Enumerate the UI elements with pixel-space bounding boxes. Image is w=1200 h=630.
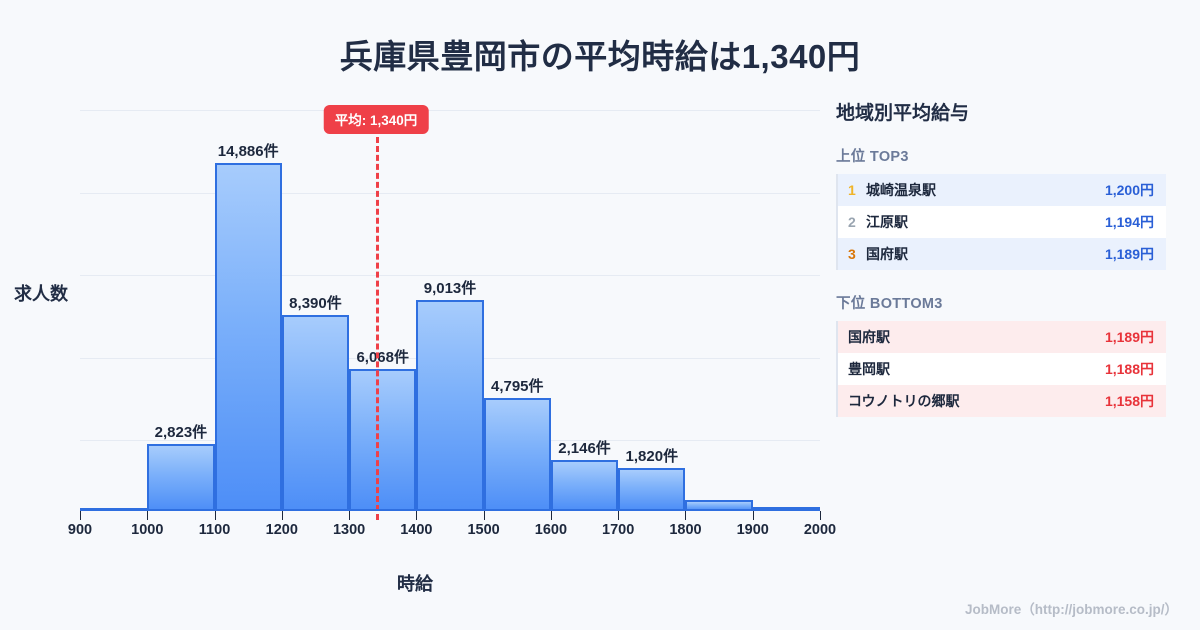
rank-row[interactable]: 1 城崎温泉駅 1,200円 bbox=[838, 174, 1166, 206]
x-tick bbox=[281, 511, 283, 520]
bar[interactable] bbox=[416, 300, 484, 510]
bar-value-label: 9,013件 bbox=[423, 280, 477, 298]
station-name: 国府駅 bbox=[848, 329, 890, 345]
footer-credit: JobMore（http://jobmore.co.jp/） bbox=[965, 602, 1178, 617]
rank-number: 1 bbox=[848, 182, 856, 198]
x-tick bbox=[80, 511, 81, 520]
rank-row[interactable]: 3 国府駅 1,189円 bbox=[838, 238, 1166, 270]
rank-number: 3 bbox=[848, 246, 856, 262]
histogram-chart: 求人数 2,823件 14,886件 8,390件 6,068件 9,013件 4,795… bbox=[0, 90, 836, 610]
station-name: 国府駅 bbox=[866, 246, 908, 262]
gridline bbox=[80, 193, 820, 194]
rank-row[interactable]: 豊岡駅 1,188円 bbox=[838, 353, 1166, 385]
x-tick bbox=[685, 511, 687, 520]
bar[interactable] bbox=[685, 499, 753, 510]
bar-value-label: 2,823件 bbox=[154, 424, 208, 442]
gridline bbox=[80, 110, 820, 111]
rank-number: 2 bbox=[848, 214, 856, 230]
bar[interactable] bbox=[752, 507, 820, 510]
rank-row[interactable]: 2 江原駅 1,194円 bbox=[838, 206, 1166, 238]
rank-row[interactable]: 国府駅 1,189円 bbox=[838, 321, 1166, 353]
average-line bbox=[376, 128, 379, 520]
bar-value-label: 2,146件 bbox=[558, 440, 611, 457]
x-tick-label: 1600 bbox=[534, 522, 568, 538]
x-tick bbox=[349, 511, 351, 520]
x-tick bbox=[416, 511, 418, 520]
x-tick-label: 1900 bbox=[736, 522, 769, 538]
rank-row[interactable]: コウノトリの郷駅 1,158円 bbox=[838, 385, 1166, 417]
bar-value-label: 4,795件 bbox=[490, 378, 544, 396]
sidebar-title: 地域別平均給与 bbox=[836, 103, 970, 124]
wage-value: 1,189円 bbox=[1104, 329, 1154, 345]
x-tick-label: 1800 bbox=[669, 522, 702, 538]
x-tick-label: 1400 bbox=[400, 522, 433, 538]
x-tick bbox=[820, 511, 821, 520]
x-tick bbox=[550, 511, 552, 520]
gridline bbox=[80, 275, 820, 276]
page-title: 兵庫県豊岡市の平均時給は1,340円 bbox=[339, 38, 861, 75]
wage-value: 1,189円 bbox=[1104, 246, 1154, 262]
bottom3-heading: 下位 BOTTOM3 bbox=[836, 296, 943, 312]
wage-value: 1,194円 bbox=[1104, 214, 1154, 230]
top3-heading: 上位 TOP3 bbox=[836, 149, 909, 165]
bar-value-label: 1,820件 bbox=[625, 447, 679, 465]
x-tick-label: 1100 bbox=[198, 522, 231, 538]
x-tick-label: 1300 bbox=[332, 522, 366, 538]
plot-area: 2,823件 14,886件 8,390件 6,068件 9,013件 4,795件 2,1… bbox=[80, 100, 820, 520]
bar[interactable] bbox=[483, 398, 551, 510]
station-name: 豊岡駅 bbox=[848, 361, 890, 377]
bar[interactable] bbox=[147, 444, 215, 510]
bar[interactable] bbox=[550, 460, 619, 510]
x-tick bbox=[147, 511, 149, 520]
wage-value: 1,200円 bbox=[1104, 182, 1154, 198]
x-axis-line bbox=[80, 509, 820, 511]
wage-value: 1,158円 bbox=[1104, 393, 1154, 409]
x-tick bbox=[214, 511, 216, 520]
x-tick-label: 900 bbox=[67, 522, 93, 538]
average-badge: 平均: 1,340円 bbox=[323, 105, 429, 134]
sidebar: 地域別平均給与 上位 TOP3 1 城崎温泉駅 1,200円 2 江原駅 1,194円 3 国… bbox=[836, 98, 1166, 439]
station-name: 城崎温泉駅 bbox=[866, 182, 936, 198]
bar[interactable] bbox=[214, 163, 282, 510]
bar[interactable] bbox=[349, 368, 417, 510]
x-tick-label: 1000 bbox=[131, 522, 164, 538]
x-tick-label: 2000 bbox=[803, 522, 837, 538]
x-tick-label: 1500 bbox=[467, 522, 500, 538]
bottom3-table: 国府駅 1,189円豊岡駅 1,188円コウノトリの郷駅 1,158円 bbox=[836, 321, 1166, 417]
bar[interactable] bbox=[618, 467, 686, 510]
top3-table: 1 城崎温泉駅 1,200円 2 江原駅 1,194円 3 国府駅 1,189円 bbox=[836, 174, 1166, 270]
x-axis-label: 時給 bbox=[397, 574, 433, 594]
station-name: 江原駅 bbox=[866, 214, 908, 230]
x-tick bbox=[752, 511, 754, 520]
bar[interactable] bbox=[281, 314, 350, 510]
x-tick-label: 1700 bbox=[602, 522, 635, 538]
y-axis-label: 求人数 bbox=[14, 284, 68, 304]
wage-value: 1,188円 bbox=[1104, 361, 1154, 377]
x-tick-label: 1200 bbox=[265, 522, 298, 538]
bar-value-label: 14,886件 bbox=[217, 143, 279, 161]
bar-value-label: 6,068件 bbox=[356, 348, 409, 366]
station-name: コウノトリの郷駅 bbox=[848, 393, 960, 409]
x-tick bbox=[618, 511, 620, 520]
x-tick bbox=[483, 511, 485, 520]
bar-value-label: 8,390件 bbox=[289, 294, 342, 312]
